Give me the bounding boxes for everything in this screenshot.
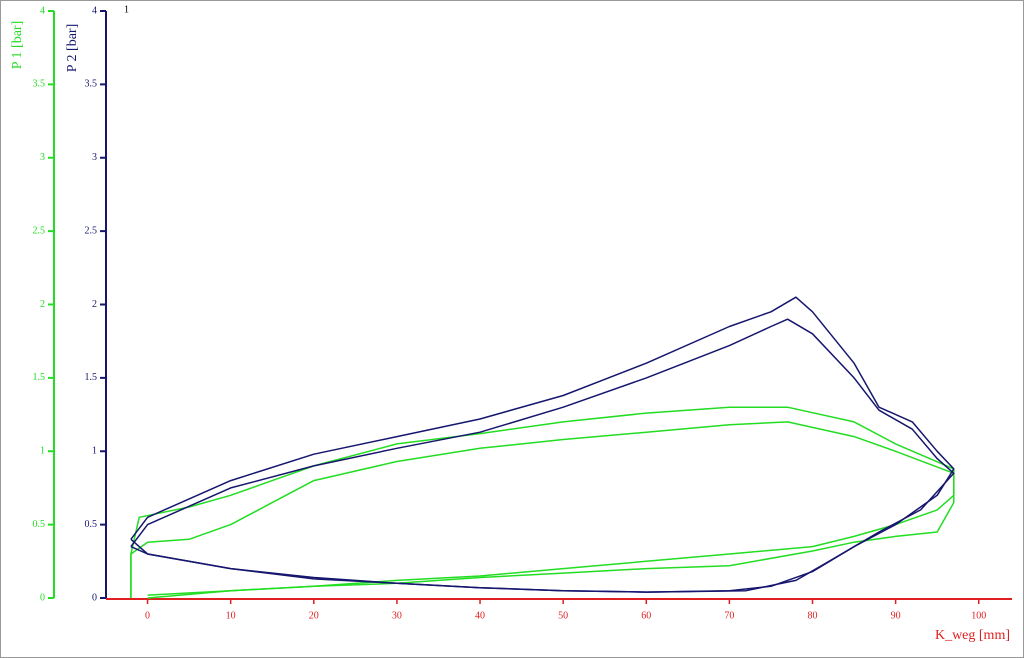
y-tick-label: 3 bbox=[40, 152, 45, 163]
x-tick-label: 20 bbox=[309, 610, 319, 621]
y-tick-label: 0 bbox=[40, 592, 45, 603]
y2-axis-label: P 2 [bar] bbox=[65, 24, 80, 72]
y2-tick-label: 1 bbox=[92, 446, 97, 457]
y2-tick-label: 2 bbox=[92, 299, 97, 310]
x-tick-label: 100 bbox=[971, 610, 986, 621]
y-tick-label: 4 bbox=[40, 5, 45, 16]
x-tick-label: 10 bbox=[226, 610, 236, 621]
x-axis-label: K_weg [mm] bbox=[935, 628, 1010, 643]
y-tick-label: 3.5 bbox=[33, 79, 46, 90]
series-line bbox=[130, 406, 955, 599]
y2-tick-label: 0.5 bbox=[85, 519, 98, 530]
x-tick-label: 60 bbox=[641, 610, 651, 621]
x-tick-label: 40 bbox=[475, 610, 485, 621]
x-tick-label: 30 bbox=[392, 610, 402, 621]
y2-tick-label: 3.5 bbox=[85, 79, 98, 90]
x-tick-label: 0 bbox=[145, 610, 150, 621]
series-line bbox=[130, 421, 955, 598]
y2-tick-label: 3 bbox=[92, 152, 97, 163]
y-tick-label: 2 bbox=[40, 299, 45, 310]
y-tick-label: 0.5 bbox=[33, 519, 46, 530]
x-tick-label: 50 bbox=[558, 610, 568, 621]
y-axis-label: P 1 [bar] bbox=[10, 21, 25, 69]
y2-tick-label: 4 bbox=[92, 5, 97, 16]
y2-tick-label: 2.5 bbox=[85, 225, 98, 236]
y-tick-label: 1 bbox=[40, 446, 45, 457]
series-line bbox=[130, 318, 955, 593]
x-tick-label: 70 bbox=[724, 610, 734, 621]
y-tick-label: 1.5 bbox=[33, 372, 46, 383]
annotation: 1 bbox=[124, 4, 129, 15]
y2-tick-label: 1.5 bbox=[85, 372, 98, 383]
y-tick-label: 2.5 bbox=[33, 225, 46, 236]
x-tick-label: 90 bbox=[891, 610, 901, 621]
y2-tick-label: 0 bbox=[92, 592, 97, 603]
x-tick-label: 80 bbox=[808, 610, 818, 621]
